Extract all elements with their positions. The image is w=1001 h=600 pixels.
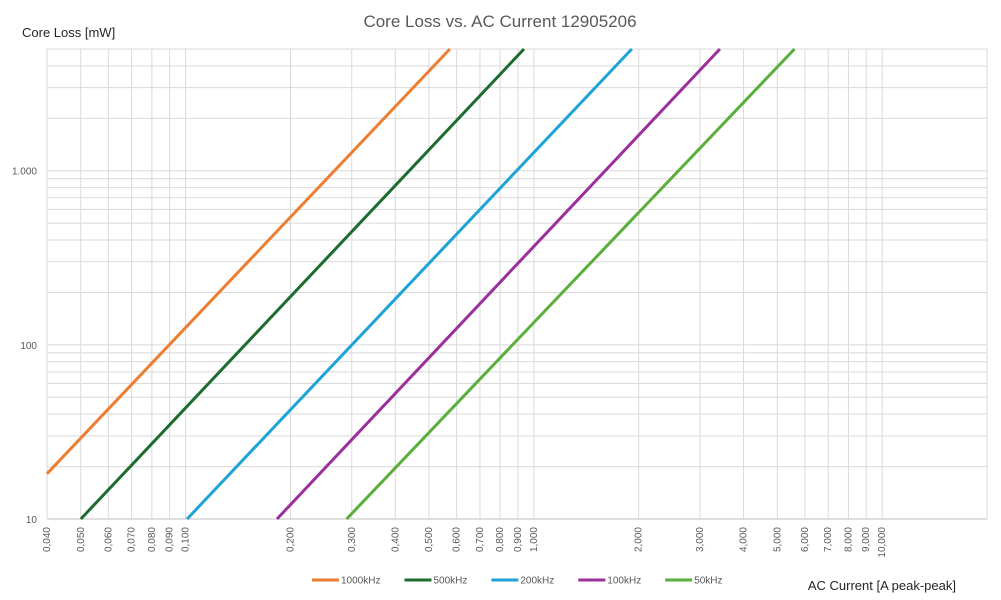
x-tick-label: 9,000: [861, 527, 872, 552]
x-tick-label: 0,050: [76, 527, 87, 552]
legend-label-500kHz: 500kHz: [433, 576, 467, 587]
y-axis-title: Core Loss [mW]: [22, 25, 115, 40]
x-tick-label: 0,300: [347, 527, 358, 552]
x-tick-label: 0,040: [42, 527, 53, 552]
series-line-100kHz: [275, 47, 721, 521]
x-tick-label: 0,090: [165, 527, 176, 552]
series-line-500kHz: [79, 47, 526, 521]
x-tick-label: 0,900: [513, 527, 524, 552]
x-tick-label: 0,800: [495, 527, 506, 552]
x-tick-label: 8,000: [843, 527, 854, 552]
x-tick-label: 0,060: [103, 527, 114, 552]
x-tick-label: 2,000: [634, 527, 645, 552]
series-line-50kHz: [345, 47, 796, 521]
legend-label-1000kHz: 1000kHz: [341, 576, 380, 587]
x-tick-label: 0,600: [452, 527, 463, 552]
x-tick-label: 0,070: [127, 527, 138, 552]
x-axis-title: AC Current [A peak-peak]: [808, 578, 956, 593]
x-tick-label: 4,000: [739, 527, 750, 552]
grid: [46, 48, 988, 520]
x-tick-label: 1,000: [529, 527, 540, 552]
x-tick-label: 5,000: [772, 527, 783, 552]
x-tick-label: 0,700: [475, 527, 486, 552]
x-tick-label: 0,200: [285, 527, 296, 552]
y-tick-label: 1.000: [12, 167, 37, 178]
series-line-200kHz: [186, 47, 633, 521]
x-tick-label: 0,080: [147, 527, 158, 552]
x-tick-label: 0,400: [390, 527, 401, 552]
tick-labels: 0,040 0,050 0,060 0,070 0,080 0,090 0,100 0,200…: [12, 167, 888, 558]
legend-label-100kHz: 100kHz: [607, 576, 641, 587]
x-tick-label: 6,000: [800, 527, 811, 552]
x-tick-label: 3,000: [695, 527, 706, 552]
series-group: [45, 47, 796, 521]
x-tick-label: 0,100: [181, 527, 192, 552]
legend: 1000kHz 500kHz 200kHz 100kHz 50kHz: [312, 576, 723, 587]
legend-label-200kHz: 200kHz: [520, 576, 554, 587]
chart-title: Core Loss vs. AC Current 12905206: [363, 12, 636, 31]
legend-label-50kHz: 50kHz: [694, 576, 722, 587]
x-tick-label: 0,500: [424, 527, 435, 552]
y-tick-label: 10: [26, 515, 38, 526]
series-line-1000kHz: [45, 47, 451, 475]
x-tick-label: 10,000: [877, 527, 888, 558]
y-tick-label: 100: [20, 341, 37, 352]
x-tick-label: 7,000: [823, 527, 834, 552]
